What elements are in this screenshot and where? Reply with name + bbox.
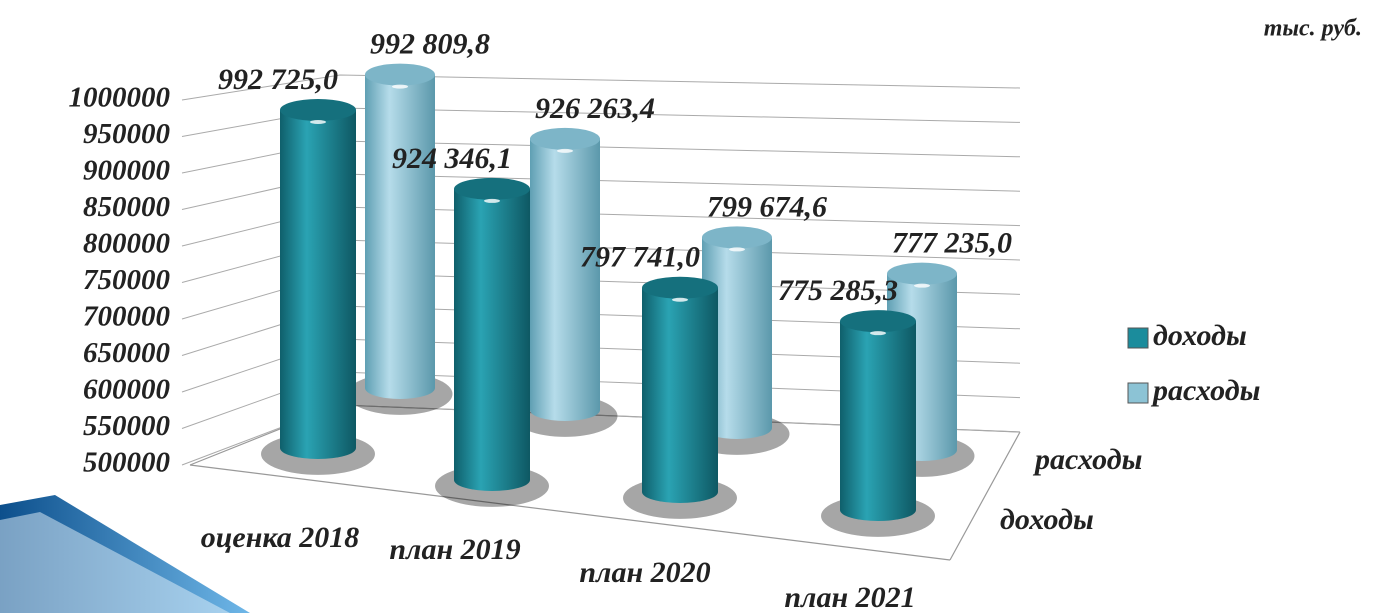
x-tick-label: план 2019: [389, 533, 520, 566]
y-tick-label: 850000: [83, 191, 170, 223]
bar-top: [454, 177, 530, 200]
y-tick-label: 650000: [83, 337, 170, 369]
x-tick-label: оценка 2018: [201, 521, 360, 554]
unit-note: тыс. руб.: [1264, 16, 1362, 42]
legend-label: расходы: [1150, 374, 1260, 407]
bar-highlight: [392, 84, 408, 89]
bar-body: [642, 287, 718, 492]
legend-swatch: [1127, 327, 1149, 349]
y-tick-label: 750000: [83, 264, 170, 296]
bar-top: [280, 98, 356, 121]
y-tick-label: 550000: [83, 410, 170, 442]
floor-edge: [949, 431, 1021, 561]
y-tick-label: 700000: [83, 301, 170, 333]
value-label: 777 235,0: [892, 227, 1012, 260]
value-label: 799 674,6: [707, 190, 827, 223]
bar: [623, 276, 737, 519]
y-tick-label: 900000: [83, 155, 170, 187]
value-label: 775 285,3: [778, 274, 898, 307]
value-label: 926 263,4: [535, 92, 655, 125]
bar: [347, 63, 453, 415]
bar-bottom: [454, 469, 530, 491]
bar: [435, 177, 549, 507]
bar-body: [454, 188, 530, 481]
x-tick-label: план 2020: [579, 556, 710, 589]
depth-tick-label: расходы: [1032, 443, 1142, 476]
bar-highlight: [557, 148, 573, 153]
bar-highlight: [870, 331, 886, 336]
bar-top: [840, 310, 916, 333]
bar-bottom: [530, 399, 600, 421]
legend-swatch: [1127, 382, 1149, 404]
bar-highlight: [914, 283, 930, 288]
bar-highlight: [729, 247, 745, 252]
x-tick-label: план 2021: [784, 581, 915, 613]
depth-tick-label: доходы: [1000, 503, 1094, 536]
floor-edge: [189, 464, 951, 561]
bar-bottom: [840, 499, 916, 521]
bar-top: [642, 276, 718, 299]
bar-bottom: [642, 481, 718, 503]
decor-stripe: [0, 512, 230, 613]
bar-bottom: [702, 417, 772, 439]
bar-bottom: [280, 437, 356, 459]
bar-body: [530, 138, 600, 410]
bar-top: [365, 63, 435, 86]
bar-body: [280, 109, 356, 448]
bar: [821, 310, 935, 537]
value-label: 992 725,0: [218, 63, 338, 96]
bar-top: [530, 127, 600, 150]
bar-top: [887, 262, 957, 285]
y-tick-label: 600000: [83, 374, 170, 406]
bar-body: [365, 74, 435, 388]
y-tick-label: 1000000: [69, 82, 171, 114]
bar-highlight: [484, 198, 500, 203]
y-tick-label: 800000: [83, 228, 170, 260]
grid-line: [181, 74, 1021, 101]
bar-highlight: [672, 297, 688, 302]
bar-highlight: [310, 119, 326, 124]
value-label: 797 741,0: [580, 241, 700, 274]
y-tick-label: 500000: [83, 447, 170, 479]
legend-label: доходы: [1153, 319, 1247, 352]
bar-body: [840, 321, 916, 510]
y-tick-label: 950000: [83, 118, 170, 150]
bar: [512, 127, 618, 437]
value-label: 992 809,8: [370, 27, 490, 60]
bar: [261, 98, 375, 475]
bar-bottom: [365, 377, 435, 399]
bar-top: [702, 226, 772, 249]
value-label: 924 346,1: [392, 142, 512, 175]
